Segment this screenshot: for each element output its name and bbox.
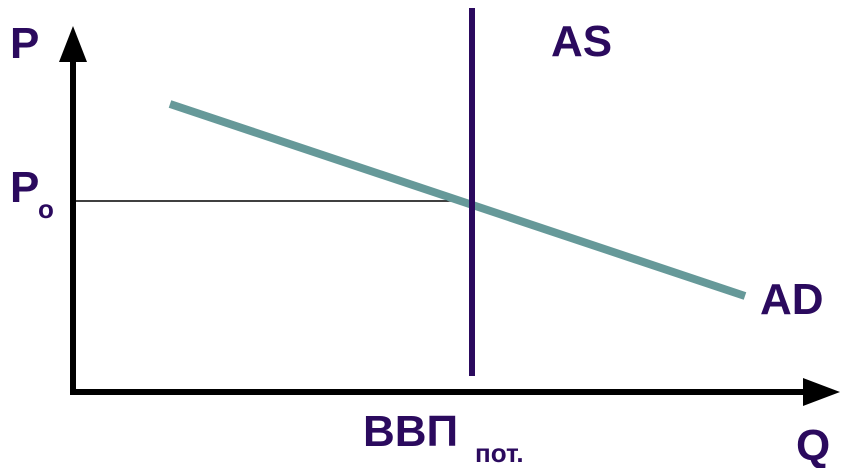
price-level-label: P — [10, 163, 40, 212]
gdp-label: ВВП — [363, 407, 459, 456]
ad-label: AD — [760, 275, 824, 324]
ad-curve — [168, 100, 747, 300]
x-axis-label: Q — [796, 421, 831, 468]
y-axis-arrow — [59, 26, 87, 62]
price-level-subscript: o — [38, 194, 54, 224]
gdp-subscript: пот. — [475, 438, 524, 468]
x-axis-arrow — [803, 378, 840, 406]
as-label: AS — [551, 17, 613, 66]
y-axis-label: P — [10, 19, 40, 68]
